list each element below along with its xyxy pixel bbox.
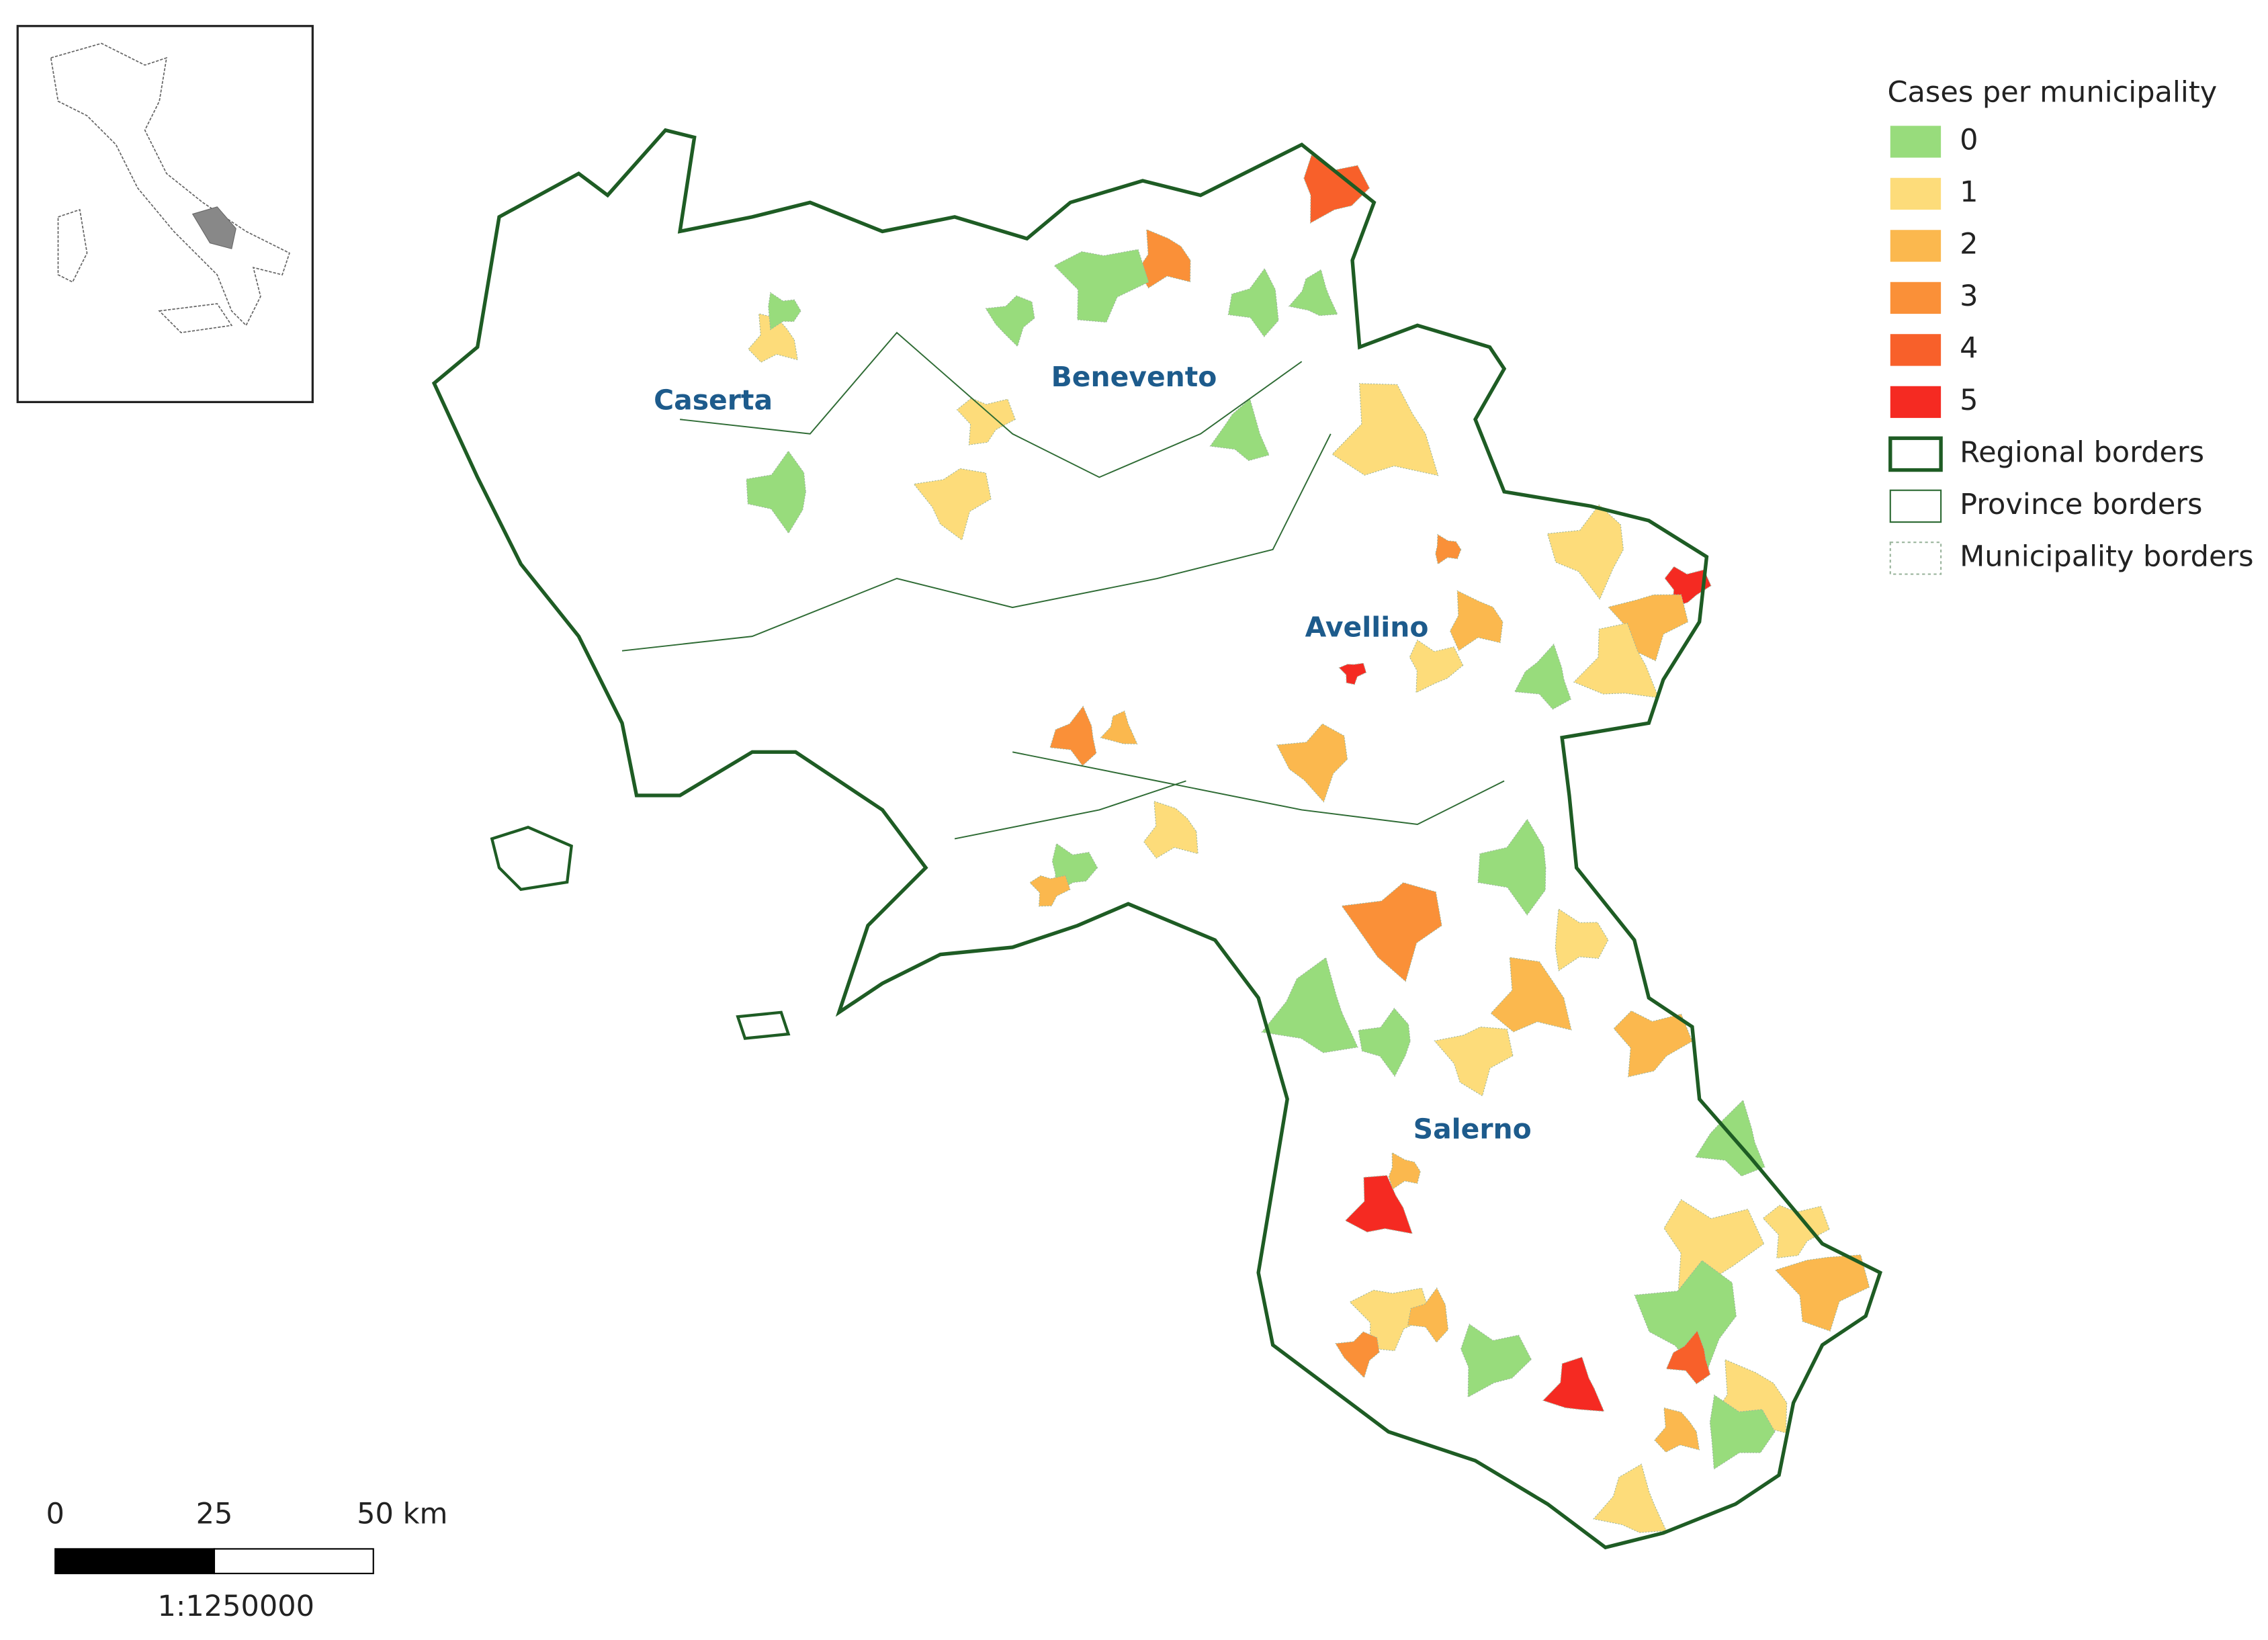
municipality xyxy=(1593,1463,1667,1533)
municipality xyxy=(985,295,1035,347)
municipality xyxy=(1460,1324,1532,1398)
scale-bar: 0 25 50 km 1:1250000 xyxy=(46,1497,447,1623)
legend-swatch xyxy=(1889,542,1942,575)
municipality xyxy=(1137,228,1191,289)
municipality xyxy=(1762,1205,1830,1259)
municipality xyxy=(1477,818,1546,916)
legend-label: 0 xyxy=(1960,123,1978,157)
municipality xyxy=(748,313,798,363)
inset-campania xyxy=(191,206,236,249)
municipality xyxy=(1288,269,1338,316)
legend-label: 4 xyxy=(1960,331,1978,365)
municipality xyxy=(1349,1287,1432,1352)
municipality xyxy=(913,468,992,541)
municipality xyxy=(1665,1330,1711,1385)
legend-label: 3 xyxy=(1960,279,1978,313)
island-capri xyxy=(736,1010,791,1040)
inset-map xyxy=(16,25,314,404)
legend-label: 1 xyxy=(1960,175,1978,209)
municipality xyxy=(1709,1394,1776,1470)
legend-swatch xyxy=(1890,282,1942,314)
scale-segment xyxy=(213,1548,374,1575)
scale-segment xyxy=(54,1548,216,1575)
legend-label: Province borders xyxy=(1960,488,2202,521)
municipality xyxy=(1332,383,1439,476)
municipality xyxy=(1434,1026,1514,1097)
municipality xyxy=(1514,643,1571,710)
municipality xyxy=(1143,800,1198,859)
island-ischia xyxy=(490,825,573,892)
province-label: Benevento xyxy=(1051,361,1217,393)
municipality xyxy=(1358,1007,1411,1077)
municipality xyxy=(1654,1407,1700,1453)
municipality xyxy=(1276,723,1348,803)
legend-label: Regional borders xyxy=(1960,435,2204,469)
municipality xyxy=(1338,662,1367,685)
municipality xyxy=(746,450,806,534)
legend-label: 5 xyxy=(1960,384,1978,417)
province-border xyxy=(621,331,1505,840)
municipality xyxy=(1388,1152,1421,1190)
municipality xyxy=(1608,594,1689,662)
municipality xyxy=(1435,533,1462,565)
municipality xyxy=(1209,398,1270,462)
legend-swatch xyxy=(1890,334,1942,366)
municipality xyxy=(1694,1099,1765,1177)
municipality xyxy=(1303,154,1370,224)
region-outline xyxy=(431,128,1883,1550)
legend-title: Cases per municipality xyxy=(1887,75,2217,109)
legend-swatch xyxy=(1890,126,1942,158)
legend-swatch xyxy=(1888,436,1943,472)
municipality xyxy=(1634,1260,1737,1381)
inset-frame xyxy=(16,25,314,404)
municipality xyxy=(1409,639,1464,693)
municipality xyxy=(956,397,1016,445)
municipality xyxy=(1573,622,1659,699)
legend-swatch xyxy=(1889,489,1942,523)
legend-swatch xyxy=(1890,230,1942,262)
municipality xyxy=(1613,1010,1693,1078)
municipality xyxy=(1774,1254,1870,1332)
municipality xyxy=(768,292,801,331)
province-label: Salerno xyxy=(1413,1113,1532,1145)
municipality xyxy=(1542,1356,1605,1412)
legend-label: 2 xyxy=(1960,227,1978,261)
inset-sardinia xyxy=(57,208,88,283)
inset-italy xyxy=(50,42,290,327)
province-label: Caserta xyxy=(654,384,773,416)
scale-label: 0 xyxy=(46,1497,64,1530)
municipality xyxy=(1227,267,1279,337)
municipality xyxy=(1546,504,1624,600)
municipality xyxy=(1335,1331,1380,1379)
municipality xyxy=(1049,705,1097,767)
legend-label: Municipality borders xyxy=(1960,540,2254,573)
municipality xyxy=(1100,710,1138,744)
municipality xyxy=(1449,590,1503,652)
legend-swatch xyxy=(1890,177,1942,210)
municipality xyxy=(1490,957,1572,1033)
legend-swatch xyxy=(1890,386,1942,419)
scale-ratio: 1:1250000 xyxy=(157,1590,314,1623)
municipality xyxy=(1029,875,1071,907)
municipality xyxy=(1341,882,1442,982)
municipality xyxy=(1261,957,1358,1053)
inset-sicily xyxy=(158,303,233,334)
municipality xyxy=(1407,1287,1449,1343)
municipality xyxy=(1053,249,1149,323)
municipality xyxy=(1555,908,1609,972)
province-label: Avellino xyxy=(1305,611,1429,643)
municipality xyxy=(1663,1199,1765,1294)
legend: Cases per municipality 0 1 2 3 4 5 Regional bo… xyxy=(1887,75,2254,575)
scale-label: 25 xyxy=(196,1497,233,1530)
regional-border xyxy=(431,128,1883,1550)
municipality xyxy=(1344,1175,1413,1234)
scale-label: 50 km xyxy=(357,1497,447,1530)
